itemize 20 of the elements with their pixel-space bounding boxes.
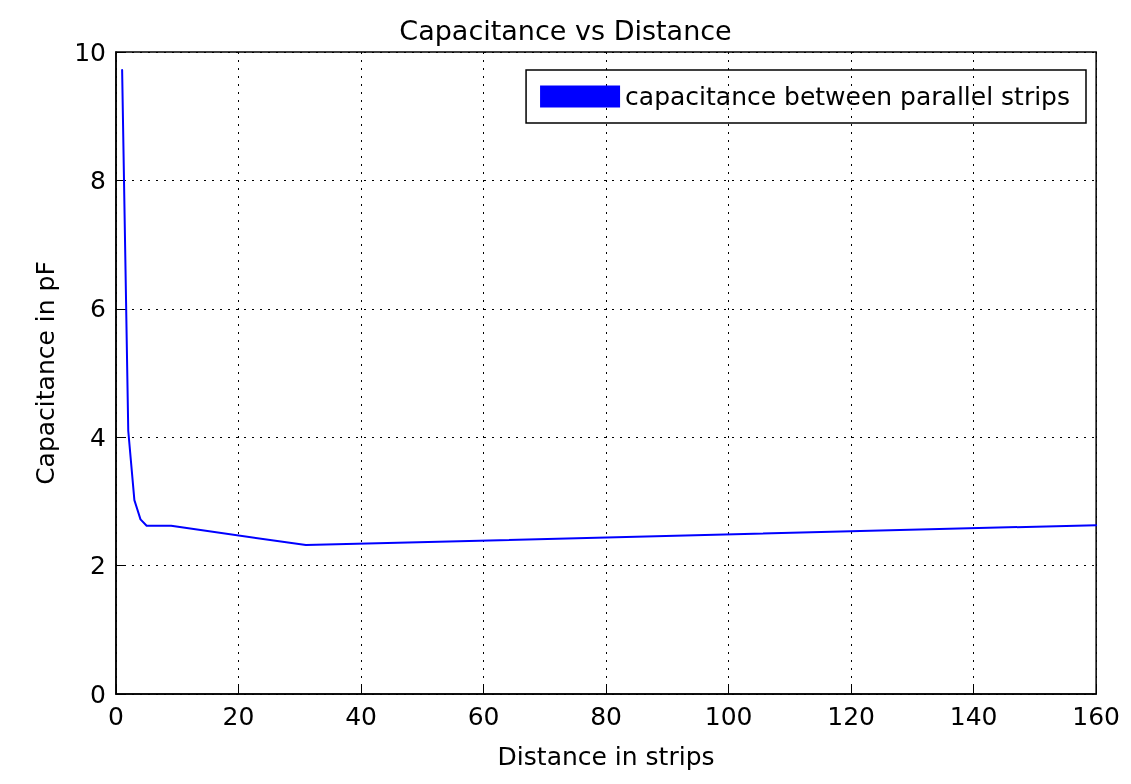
x-tick-label: 120	[827, 702, 875, 731]
x-tick-label: 0	[108, 702, 124, 731]
y-tick-label: 6	[90, 294, 106, 324]
x-tick-label: 160	[1072, 702, 1120, 731]
x-axis-title: Distance in strips	[497, 742, 715, 771]
y-tick-label: 8	[90, 165, 106, 195]
x-tick-label: 100	[704, 702, 753, 731]
y-tick-label: 2	[90, 551, 106, 581]
x-tick-label: 40	[345, 702, 377, 731]
y-tick-label: 4	[90, 422, 106, 452]
x-tick-label: 60	[467, 702, 500, 731]
y-tick-label: 0	[90, 679, 106, 709]
y-axis-title: Capacitance in pF	[31, 261, 60, 485]
chart-title: Capacitance vs Distance	[399, 15, 732, 46]
x-tick-label: 140	[949, 702, 998, 731]
y-tick-label: 10	[74, 37, 106, 67]
x-tick-label: 80	[590, 702, 622, 731]
legend-label: capacitance between parallel strips	[625, 82, 1070, 111]
x-tick-label: 20	[222, 702, 255, 731]
line-series	[121, 68, 1098, 547]
